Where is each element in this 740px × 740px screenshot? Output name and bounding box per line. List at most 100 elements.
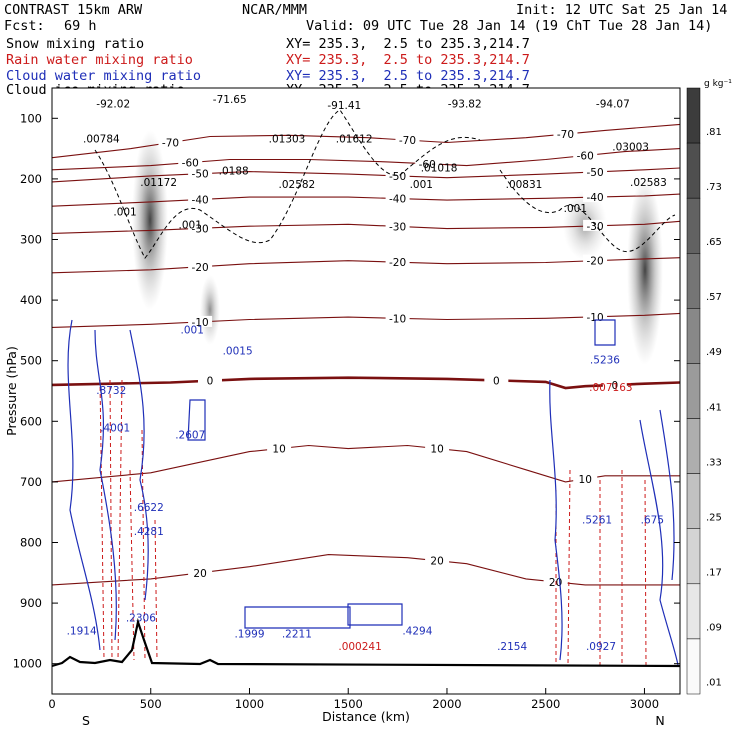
x-tick-label: 2500 xyxy=(531,697,560,711)
value-label: .0927 xyxy=(586,641,616,653)
value-label: .03003 xyxy=(612,141,649,153)
colorbar: .81 .73 .65 .57 .49 .41 .33 .25 .17 .09 .01 g kg⁻¹ xyxy=(686,79,732,695)
x-axis-label: Distance (km) xyxy=(322,709,410,724)
contour-label-bg xyxy=(484,374,509,386)
value-label: .2154 xyxy=(497,641,527,653)
init-time: Init: 12 UTC Sat 25 Jan 14 xyxy=(516,2,728,18)
colorbar-swatch xyxy=(686,197,701,254)
y-tick-label: 400 xyxy=(20,293,42,307)
temperature-contour xyxy=(51,123,681,159)
contour-label-bg xyxy=(583,310,608,322)
value-label: -92.02 xyxy=(96,98,130,110)
cloud-contour xyxy=(549,379,563,661)
value-label: .01612 xyxy=(336,134,373,146)
contour-label-bg xyxy=(583,165,608,177)
y-tick-label: 200 xyxy=(20,172,42,186)
temperature-contour xyxy=(51,148,681,171)
colorbar-label: .49 xyxy=(706,347,722,358)
x-tick-label: 0 xyxy=(48,697,55,711)
colorbar-label: .25 xyxy=(706,512,722,523)
value-label: .675 xyxy=(641,515,664,527)
temperature-contour-label: 10 xyxy=(272,444,285,456)
field-xy-rain: XY= 235.3, 2.5 to 235.3,214.7 xyxy=(286,52,530,68)
value-label: .6622 xyxy=(134,502,164,514)
field-name-snow: Snow mixing ratio xyxy=(6,36,145,52)
field-xy-snow: XY= 235.3, 2.5 to 235.3,214.7 xyxy=(286,36,530,52)
plot-frame xyxy=(51,87,681,695)
value-label: .1914 xyxy=(67,626,97,638)
temperature-contour-label: 10 xyxy=(430,444,443,456)
temperature-contour-label: 20 xyxy=(193,568,206,580)
colorbar-label: .17 xyxy=(706,568,722,579)
contour-label-bg xyxy=(188,222,213,234)
temperature-contour-label: -50 xyxy=(587,167,604,179)
x-end-label-north: N xyxy=(655,713,664,728)
value-label: .001 xyxy=(113,206,136,218)
temperature-contour-label: -60 xyxy=(419,159,436,171)
contour-labels: -92.02 -71.65 -91.41 -93.82 -94.07 .00784 .013… xyxy=(67,94,667,653)
temperature-contour-label: -40 xyxy=(587,192,604,204)
temperature-contour-label: -20 xyxy=(587,256,604,268)
rain-contour xyxy=(99,379,158,661)
ice-contour xyxy=(94,109,481,259)
temperature-contour-label: -50 xyxy=(389,171,406,183)
value-label: .000241 xyxy=(338,641,381,653)
value-label: .8732 xyxy=(96,385,126,397)
contour-label-bg xyxy=(188,167,213,179)
colorbar-label: .41 xyxy=(706,402,722,413)
value-label: .2211 xyxy=(282,629,312,641)
contour-label-bg xyxy=(188,566,213,578)
value-label: .0188 xyxy=(219,166,249,178)
contour-label-bg xyxy=(395,134,420,146)
temperature-contour-label: 10 xyxy=(579,474,592,486)
field-xy-cloud-water: XY= 235.3, 2.5 to 235.3,214.7 xyxy=(286,68,530,84)
contour-label-bg xyxy=(573,472,598,484)
value-label: .001 xyxy=(564,203,587,215)
y-tick-label: 300 xyxy=(20,233,42,247)
temperature-contour-label: -20 xyxy=(389,257,406,269)
value-label: -93.82 xyxy=(448,98,482,110)
contour-label-bg xyxy=(573,149,598,161)
contour-label-bg xyxy=(425,442,450,454)
temperature-contour-label: -40 xyxy=(192,195,209,207)
value-label: .02583 xyxy=(630,177,667,189)
value-label: .1999 xyxy=(234,629,264,641)
x-tick-label: 1000 xyxy=(235,697,264,711)
contour-label-bg xyxy=(188,193,213,205)
rain-contour xyxy=(555,469,647,666)
colorbar-label: .57 xyxy=(706,292,722,303)
colorbar-swatch xyxy=(686,308,701,364)
temperature-contour-label: -60 xyxy=(182,158,199,170)
cloud-contour xyxy=(129,329,149,601)
axes: 0 500 1000 1500 2000 2500 30001002003004005006… xyxy=(4,87,681,728)
value-label: .001 xyxy=(410,179,433,191)
rain-water-contours xyxy=(99,379,647,666)
temperature-contour-label: -70 xyxy=(162,138,179,150)
value-label: .01303 xyxy=(269,134,306,146)
colorbar-swatch xyxy=(686,638,701,695)
value-label: .001 xyxy=(179,220,202,232)
x-tick-label: 3000 xyxy=(630,697,659,711)
contour-label-bg xyxy=(188,315,213,327)
value-label: -71.65 xyxy=(213,94,247,106)
value-label: .007163 xyxy=(589,382,632,394)
temperature-contour-label: -50 xyxy=(192,169,209,181)
colorbar-label: .09 xyxy=(706,623,722,634)
contour-label-bg xyxy=(553,128,578,140)
value-label: .01018 xyxy=(421,163,458,175)
contour-label-bg xyxy=(197,374,222,386)
value-label: .4281 xyxy=(134,526,164,538)
y-axis-label: Pressure (hPa) xyxy=(4,346,19,436)
x-tick-label: 500 xyxy=(140,697,162,711)
y-tick-label: 1000 xyxy=(13,657,42,671)
fcst-value: 69 h xyxy=(64,18,97,34)
field-name-cloud-water: Cloud water mixing ratio xyxy=(6,68,202,84)
y-tick-label: 500 xyxy=(20,354,42,368)
cloud-contour xyxy=(659,409,675,581)
contour-label-bg xyxy=(385,220,410,232)
colorbar-swatch xyxy=(686,87,701,144)
value-label: .5236 xyxy=(590,355,620,367)
colorbar-label: .73 xyxy=(706,182,722,193)
temperature-contour-label: -40 xyxy=(389,194,406,206)
x-end-label-south: S xyxy=(82,713,90,728)
